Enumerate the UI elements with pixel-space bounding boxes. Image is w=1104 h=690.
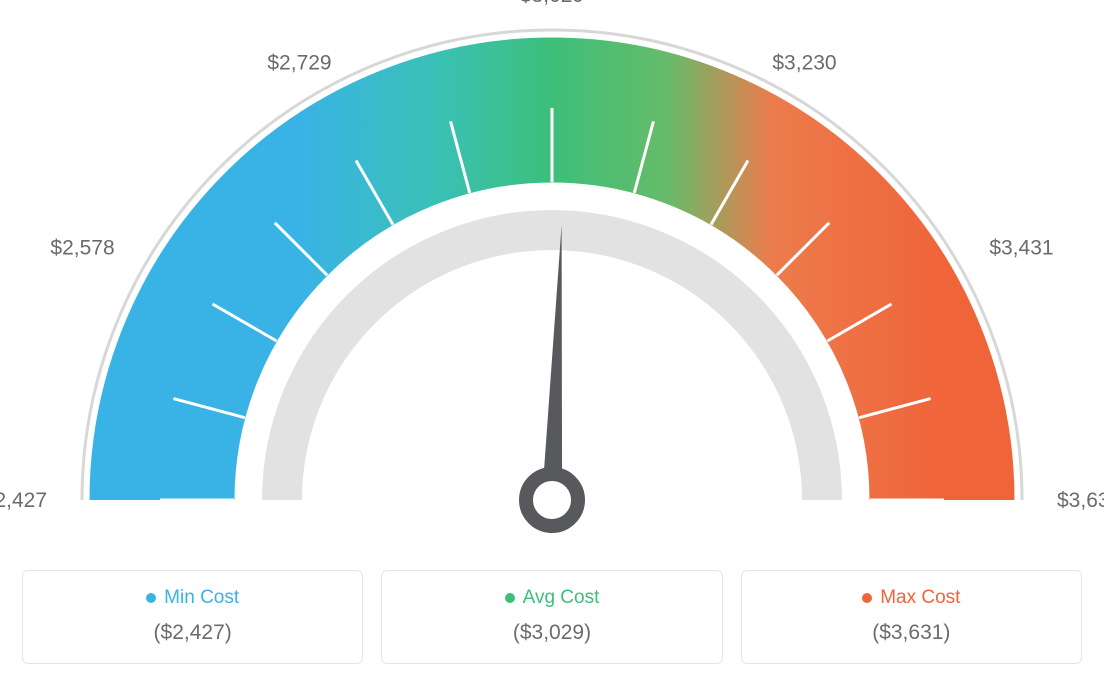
svg-text:$3,431: $3,431 xyxy=(989,237,1053,260)
max-cost-label: Max Cost xyxy=(880,587,960,609)
svg-text:$2,427: $2,427 xyxy=(0,489,47,512)
dot-icon xyxy=(146,593,156,603)
min-cost-value: ($2,427) xyxy=(33,621,352,645)
max-cost-title: Max Cost xyxy=(862,587,960,609)
min-cost-card: Min Cost ($2,427) xyxy=(22,570,363,664)
dot-icon xyxy=(862,593,872,603)
svg-text:$3,230: $3,230 xyxy=(772,52,836,75)
max-cost-card: Max Cost ($3,631) xyxy=(741,570,1082,664)
summary-cards: Min Cost ($2,427) Avg Cost ($3,029) Max … xyxy=(22,570,1082,664)
svg-text:$2,729: $2,729 xyxy=(267,52,331,75)
avg-cost-label: Avg Cost xyxy=(523,587,600,609)
min-cost-title: Min Cost xyxy=(146,587,239,609)
max-cost-value: ($3,631) xyxy=(752,621,1071,645)
svg-text:$3,631: $3,631 xyxy=(1057,489,1104,512)
gauge-needle xyxy=(525,224,587,527)
min-cost-label: Min Cost xyxy=(164,587,239,609)
gauge-chart: $2,427 $2,578 $2,729 $3,029 $3,230 $3,431 $3,6… xyxy=(0,0,1104,560)
dot-icon xyxy=(505,593,515,603)
svg-text:$2,578: $2,578 xyxy=(50,237,114,260)
svg-text:$3,029: $3,029 xyxy=(520,0,584,7)
avg-cost-value: ($3,029) xyxy=(392,621,711,645)
avg-cost-title: Avg Cost xyxy=(505,587,600,609)
gauge-svg: $2,427 $2,578 $2,729 $3,029 $3,230 $3,431 $3,6… xyxy=(0,0,1104,560)
avg-cost-card: Avg Cost ($3,029) xyxy=(381,570,722,664)
